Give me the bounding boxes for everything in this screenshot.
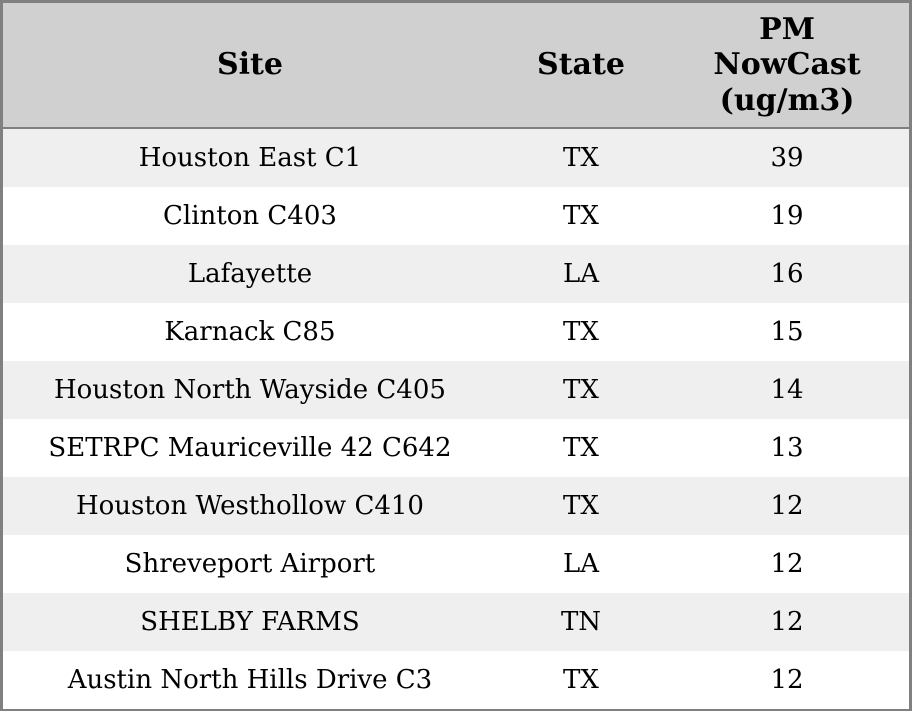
pm-nowcast-cell: 14 [770,375,804,405]
site-cell: Houston East C1 [138,143,362,173]
state-cell: TX [563,491,599,521]
state-cell: LA [562,549,599,579]
pm-nowcast-cell: 19 [770,201,804,231]
table-row: SHELBY FARMS TN 12 [1,593,911,651]
state-cell: TX [563,433,599,463]
column-header-pm-nowcast: PM NowCast (ug/m3) [665,1,911,129]
pm-nowcast-cell: 16 [770,259,804,289]
site-cell: Houston North Wayside C405 [53,375,446,405]
pm-nowcast-cell: 12 [770,491,804,521]
state-cell: TX [563,665,599,695]
table-header: Site State PM NowCast (ug/m3) [1,1,911,129]
state-cell: TX [563,201,599,231]
pm-nowcast-cell: 15 [770,317,804,347]
column-header-site: Site [1,1,497,129]
table-row: Shreveport Airport LA 12 [1,535,911,593]
table-row: Houston East C1 TX 39 [1,128,911,187]
state-cell: TX [563,375,599,405]
site-cell: Shreveport Airport [124,549,376,579]
site-cell: SHELBY FARMS [140,607,360,637]
table-body: Houston East C1 TX 39 Clinton C403 TX 19 Lafay… [1,128,911,711]
pm-nowcast-cell: 12 [770,607,804,637]
table-row: Austin North Hills Drive C3 TX 12 [1,651,911,711]
state-cell: TX [563,143,599,173]
header-row: Site State PM NowCast (ug/m3) [1,1,911,129]
state-cell: TX [563,317,599,347]
site-cell: Houston Westhollow C410 [75,491,424,521]
table-row: Karnack C85 TX 15 [1,303,911,361]
table-row: Clinton C403 TX 19 [1,187,911,245]
table-row: Houston North Wayside C405 TX 14 [1,361,911,419]
table-row: Houston Westhollow C410 TX 12 [1,477,911,535]
site-cell: Clinton C403 [163,201,337,231]
site-cell: Lafayette [187,259,313,289]
site-cell: Karnack C85 [164,317,336,347]
pm-nowcast-cell: 39 [770,143,804,173]
site-cell: Austin North Hills Drive C3 [67,665,433,695]
site-cell: SETRPC Mauriceville 42 C642 [48,433,452,463]
pm-nowcast-cell: 13 [770,433,804,463]
table-row: Lafayette LA 16 [1,245,911,303]
column-header-pm-nowcast-label: PM NowCast (ug/m3) [713,12,861,118]
pm-nowcast-cell: 12 [770,549,804,579]
state-cell: TN [560,607,602,637]
state-cell: LA [562,259,599,289]
table-row: SETRPC Mauriceville 42 C642 TX 13 [1,419,911,477]
pm-nowcast-cell: 12 [770,665,804,695]
column-header-state: State [496,1,666,129]
